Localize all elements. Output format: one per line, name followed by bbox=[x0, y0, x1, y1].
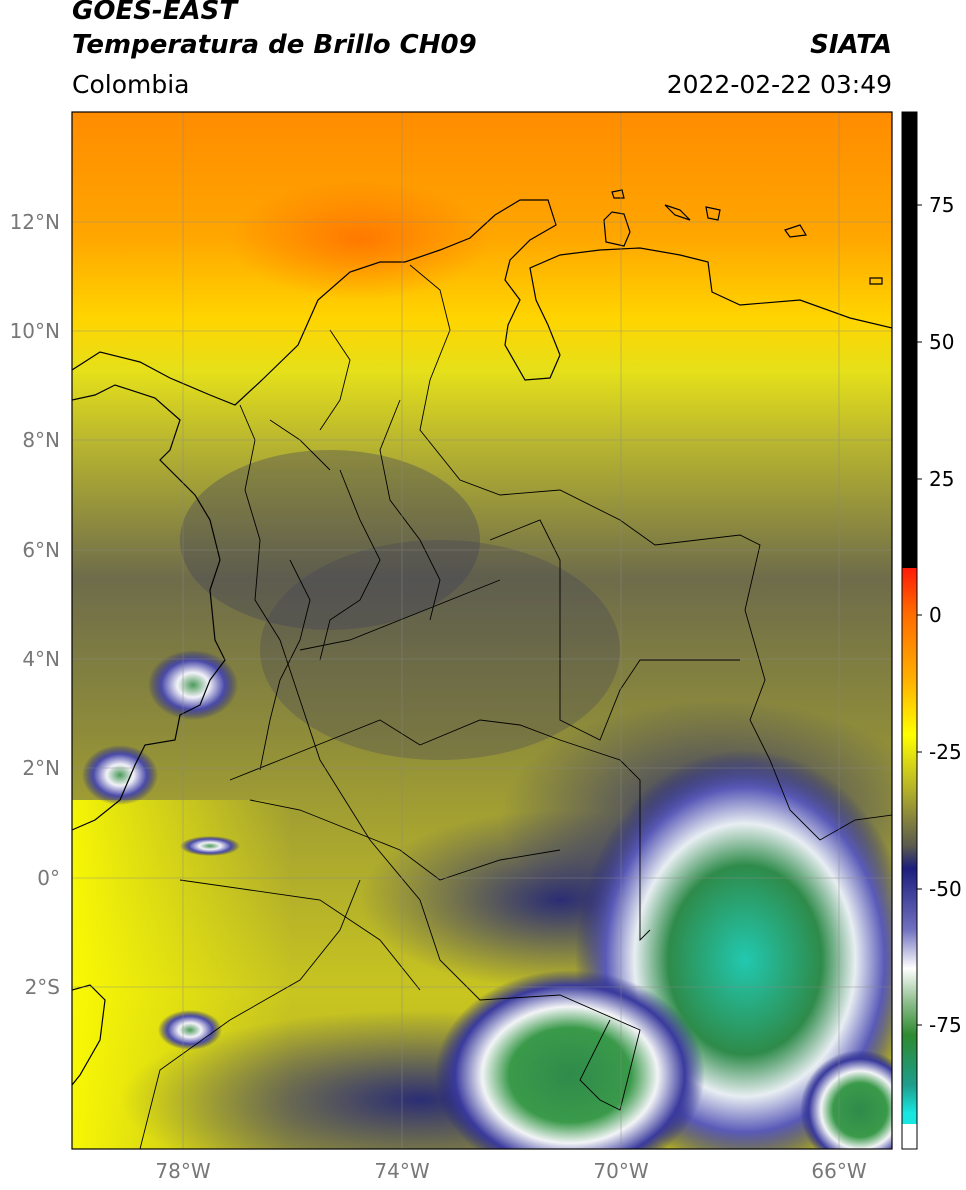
colorbar-tick-label: 75 bbox=[929, 193, 954, 217]
satellite-title: GOES-EAST bbox=[72, 0, 238, 26]
colorbar: 75 50 25 0 -25 -50 -75 bbox=[901, 111, 962, 1150]
colorbar-black-segment bbox=[902, 112, 917, 568]
lon-label: 66°W bbox=[811, 1159, 866, 1183]
borders bbox=[139, 264, 892, 1149]
lon-label: 74°W bbox=[374, 1159, 429, 1183]
colorbar-tick-label: 0 bbox=[929, 603, 942, 627]
lat-label: 6°N bbox=[22, 538, 60, 562]
title-block: GOES-EAST Temperatura de Brillo CH09 Col… bbox=[72, 0, 477, 102]
lat-label: 4°N bbox=[22, 647, 60, 671]
coastlines bbox=[72, 189, 892, 1086]
organization-label: SIATA bbox=[810, 30, 892, 60]
lat-label: 12°N bbox=[10, 210, 60, 234]
colorbar-tick-label: 50 bbox=[929, 330, 954, 354]
lon-label: 78°W bbox=[155, 1159, 210, 1183]
gridlines bbox=[72, 112, 892, 1149]
colorbar-tick-label: -75 bbox=[929, 1013, 962, 1037]
colorbar-white-segment bbox=[902, 1124, 917, 1149]
colorbar-frame bbox=[901, 111, 918, 1150]
lat-label: 2°S bbox=[25, 975, 60, 999]
map-frame bbox=[71, 111, 893, 1150]
region-label: Colombia bbox=[72, 70, 190, 99]
colorbar-tick-label: -50 bbox=[929, 877, 962, 901]
lat-label: 2°N bbox=[22, 756, 60, 780]
colorbar-tick-label: 25 bbox=[929, 467, 954, 491]
lon-labels: 78°W 74°W 70°W 66°W bbox=[155, 1159, 866, 1183]
brightness-temperature-field bbox=[72, 112, 892, 1149]
right-header: SIATA 2022-02-22 03:49 bbox=[667, 28, 892, 102]
lat-labels: 12°N 10°N 8°N 6°N 4°N 2°N 0° 2°S bbox=[10, 210, 60, 999]
lat-label: 10°N bbox=[10, 319, 60, 343]
lat-label: 0° bbox=[37, 866, 60, 890]
colorbar-gradient-segment bbox=[902, 568, 917, 1124]
lat-label: 8°N bbox=[22, 428, 60, 452]
colorbar-tick-label: -25 bbox=[929, 740, 962, 764]
datetime-label: 2022-02-22 03:49 bbox=[666, 70, 892, 99]
product-title: Temperatura de Brillo CH09 bbox=[72, 30, 477, 60]
lon-label: 70°W bbox=[593, 1159, 648, 1183]
